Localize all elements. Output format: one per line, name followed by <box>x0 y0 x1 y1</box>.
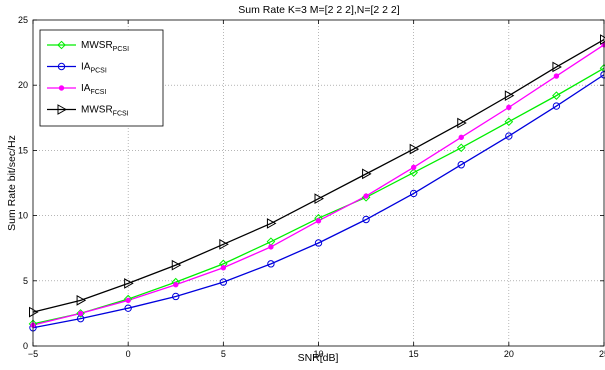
x-tick-label: −5 <box>28 349 38 359</box>
y-tick-label: 10 <box>18 211 28 221</box>
legend-entry: IAPCSI <box>47 62 107 75</box>
legend-label-name: IA <box>81 83 91 94</box>
data-point <box>220 265 227 271</box>
data-point <box>362 168 372 180</box>
x-tick-label: 0 <box>126 349 131 359</box>
data-point <box>363 193 369 199</box>
y-tick-label: 5 <box>23 276 28 286</box>
y-tick-label: 0 <box>23 341 28 351</box>
data-point <box>552 91 561 100</box>
data-point <box>125 297 131 304</box>
data-point <box>505 132 513 140</box>
y-axis-label: Sum Rate bit/sec/Hz <box>6 135 18 231</box>
data-point <box>409 143 420 155</box>
data-point <box>552 102 561 110</box>
legend-label: MWSRFCSI <box>81 105 129 118</box>
data-point <box>171 259 182 271</box>
legend-marker-icon <box>57 62 66 71</box>
data-point <box>76 295 87 306</box>
data-point <box>124 304 132 312</box>
data-point <box>219 238 229 250</box>
legend-label-name: IA <box>81 62 91 73</box>
legend-marker-icon <box>57 104 68 115</box>
axis-ticks: −505101520250510152025 <box>18 15 605 359</box>
data-point <box>362 215 370 224</box>
data-point <box>315 218 322 224</box>
series-line-mwsr-fcsi <box>32 38 605 313</box>
legend-label-name: MWSR <box>81 105 113 116</box>
data-point <box>552 61 562 73</box>
data-point <box>410 164 417 171</box>
legend-label: MWSRPCSI <box>81 40 129 53</box>
data-point <box>504 117 514 127</box>
data-point <box>457 161 465 169</box>
data-point <box>409 168 418 177</box>
legend-entry: MWSRPCSI <box>47 40 129 53</box>
y-tick-label: 15 <box>18 145 28 155</box>
legend-label-name: MWSR <box>81 40 113 51</box>
legend-label: IAPCSI <box>81 62 107 75</box>
legend-entry: MWSRFCSI <box>47 104 129 118</box>
series-line-ia-pcsi <box>32 74 605 329</box>
x-tick-label: 5 <box>221 349 226 359</box>
y-tick-label: 25 <box>18 15 28 25</box>
legend-label-subscript: FCSI <box>90 89 106 96</box>
data-point <box>457 117 467 129</box>
x-tick-label: 10 <box>313 349 323 359</box>
data-point <box>456 143 466 153</box>
data-point <box>29 306 39 318</box>
data-point <box>266 218 277 229</box>
data-point <box>173 282 179 288</box>
data-point <box>219 278 228 286</box>
data-point <box>409 189 418 198</box>
legend-label-subscript: FCSI <box>113 111 129 118</box>
legend-marker-icon <box>58 85 65 91</box>
y-tick-label: 20 <box>18 80 28 90</box>
data-point <box>506 104 512 111</box>
data-point <box>553 73 560 79</box>
legend-marker-icon <box>57 40 66 50</box>
x-tick-label: 15 <box>409 349 419 359</box>
x-axis-label: SNR[dB] <box>298 352 339 364</box>
data-point <box>314 193 325 205</box>
data-point <box>504 90 515 101</box>
legend-entry: IAFCSI <box>47 83 106 96</box>
chart-title: Sum Rate K=3 M=[2 2 2],N=[2 2 2] <box>238 4 399 16</box>
data-point <box>172 292 180 301</box>
data-point <box>267 260 275 268</box>
gridlines <box>33 20 604 346</box>
data-point <box>77 310 84 317</box>
data-point <box>268 244 274 250</box>
legend-label-subscript: PCSI <box>90 68 106 75</box>
data-point <box>124 278 134 289</box>
data-point <box>314 239 323 247</box>
legend-label: IAFCSI <box>81 83 106 96</box>
x-tick-label: 25 <box>599 349 605 359</box>
data-point <box>458 134 464 141</box>
legend-label-subscript: PCSI <box>113 46 129 53</box>
x-tick-label: 20 <box>504 349 514 359</box>
